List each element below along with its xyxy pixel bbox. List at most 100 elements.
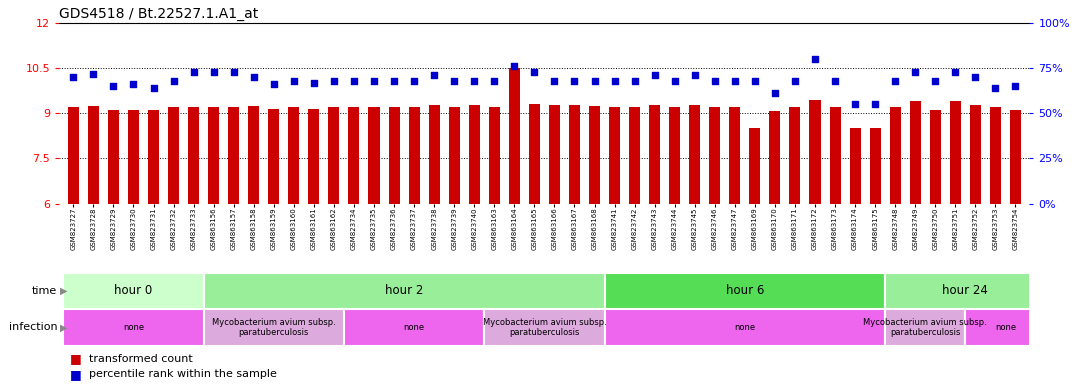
- Text: none: none: [403, 323, 425, 332]
- Point: [827, 78, 844, 84]
- Bar: [308, 109, 319, 204]
- Point: [886, 78, 903, 84]
- Point: [927, 78, 944, 84]
- Bar: [889, 107, 901, 204]
- Point: [666, 78, 683, 84]
- Bar: [605, 309, 885, 346]
- Bar: [188, 107, 199, 204]
- Point: [907, 69, 924, 75]
- Point: [105, 83, 122, 89]
- Bar: [229, 107, 239, 204]
- Point: [967, 74, 984, 80]
- Bar: [630, 107, 640, 204]
- Bar: [609, 107, 620, 204]
- Point: [286, 78, 303, 84]
- Bar: [1010, 110, 1021, 204]
- Text: ■: ■: [70, 353, 82, 366]
- Text: ■: ■: [70, 368, 82, 381]
- Bar: [549, 105, 559, 204]
- Bar: [469, 105, 480, 204]
- Text: Mycobacterium avium subsp.
paratuberculosis: Mycobacterium avium subsp. paratuberculo…: [863, 318, 987, 337]
- Point: [245, 74, 262, 80]
- Bar: [990, 107, 1001, 204]
- Point: [686, 72, 703, 78]
- Point: [786, 78, 803, 84]
- Point: [426, 72, 443, 78]
- Point: [626, 78, 644, 84]
- Point: [526, 69, 543, 75]
- Point: [265, 81, 282, 88]
- Point: [606, 78, 623, 84]
- Bar: [589, 106, 600, 204]
- Text: time: time: [32, 286, 57, 296]
- Bar: [669, 107, 680, 204]
- Bar: [770, 111, 780, 204]
- Bar: [929, 110, 941, 204]
- Bar: [885, 309, 965, 346]
- Point: [144, 85, 162, 91]
- Point: [445, 78, 462, 84]
- Bar: [204, 273, 605, 309]
- Bar: [885, 273, 1046, 309]
- Bar: [148, 110, 160, 204]
- Bar: [488, 107, 500, 204]
- Bar: [409, 107, 419, 204]
- Point: [225, 69, 243, 75]
- Bar: [730, 107, 741, 204]
- Bar: [168, 107, 179, 204]
- Bar: [970, 105, 981, 204]
- Point: [305, 79, 322, 86]
- Point: [65, 74, 82, 80]
- Bar: [108, 110, 119, 204]
- Bar: [709, 107, 720, 204]
- Text: none: none: [123, 323, 144, 332]
- Bar: [689, 105, 701, 204]
- Text: ▶: ▶: [60, 286, 68, 296]
- Bar: [288, 107, 300, 204]
- Bar: [64, 273, 204, 309]
- Point: [205, 69, 222, 75]
- Bar: [605, 273, 885, 309]
- Point: [946, 69, 964, 75]
- Bar: [789, 107, 801, 204]
- Point: [846, 101, 863, 108]
- Text: percentile rank within the sample: percentile rank within the sample: [89, 369, 277, 379]
- Bar: [348, 107, 359, 204]
- Point: [165, 78, 182, 84]
- Point: [706, 78, 723, 84]
- Point: [646, 72, 663, 78]
- Bar: [369, 107, 379, 204]
- Text: hour 24: hour 24: [942, 285, 989, 297]
- Point: [326, 78, 343, 84]
- Text: hour 0: hour 0: [114, 285, 153, 297]
- Bar: [204, 309, 344, 346]
- Bar: [128, 110, 139, 204]
- Bar: [448, 107, 459, 204]
- Point: [85, 71, 102, 77]
- Point: [386, 78, 403, 84]
- Point: [506, 63, 523, 70]
- Point: [766, 90, 784, 96]
- Point: [405, 78, 423, 84]
- Bar: [344, 309, 484, 346]
- Bar: [248, 106, 259, 204]
- Bar: [208, 107, 219, 204]
- Text: Mycobacterium avium subsp.
paratuberculosis: Mycobacterium avium subsp. paratuberculo…: [212, 318, 335, 337]
- Point: [1007, 83, 1024, 89]
- Point: [986, 85, 1004, 91]
- Bar: [569, 105, 580, 204]
- Bar: [484, 309, 605, 346]
- Text: ▶: ▶: [60, 322, 68, 333]
- Bar: [830, 107, 841, 204]
- Bar: [950, 101, 960, 204]
- Bar: [68, 107, 79, 204]
- Bar: [87, 106, 99, 204]
- Point: [185, 69, 203, 75]
- Point: [545, 78, 563, 84]
- Text: transformed count: transformed count: [89, 354, 193, 364]
- Bar: [649, 105, 660, 204]
- Bar: [268, 109, 279, 204]
- Bar: [810, 100, 820, 204]
- Bar: [965, 309, 1046, 346]
- Text: hour 2: hour 2: [385, 285, 424, 297]
